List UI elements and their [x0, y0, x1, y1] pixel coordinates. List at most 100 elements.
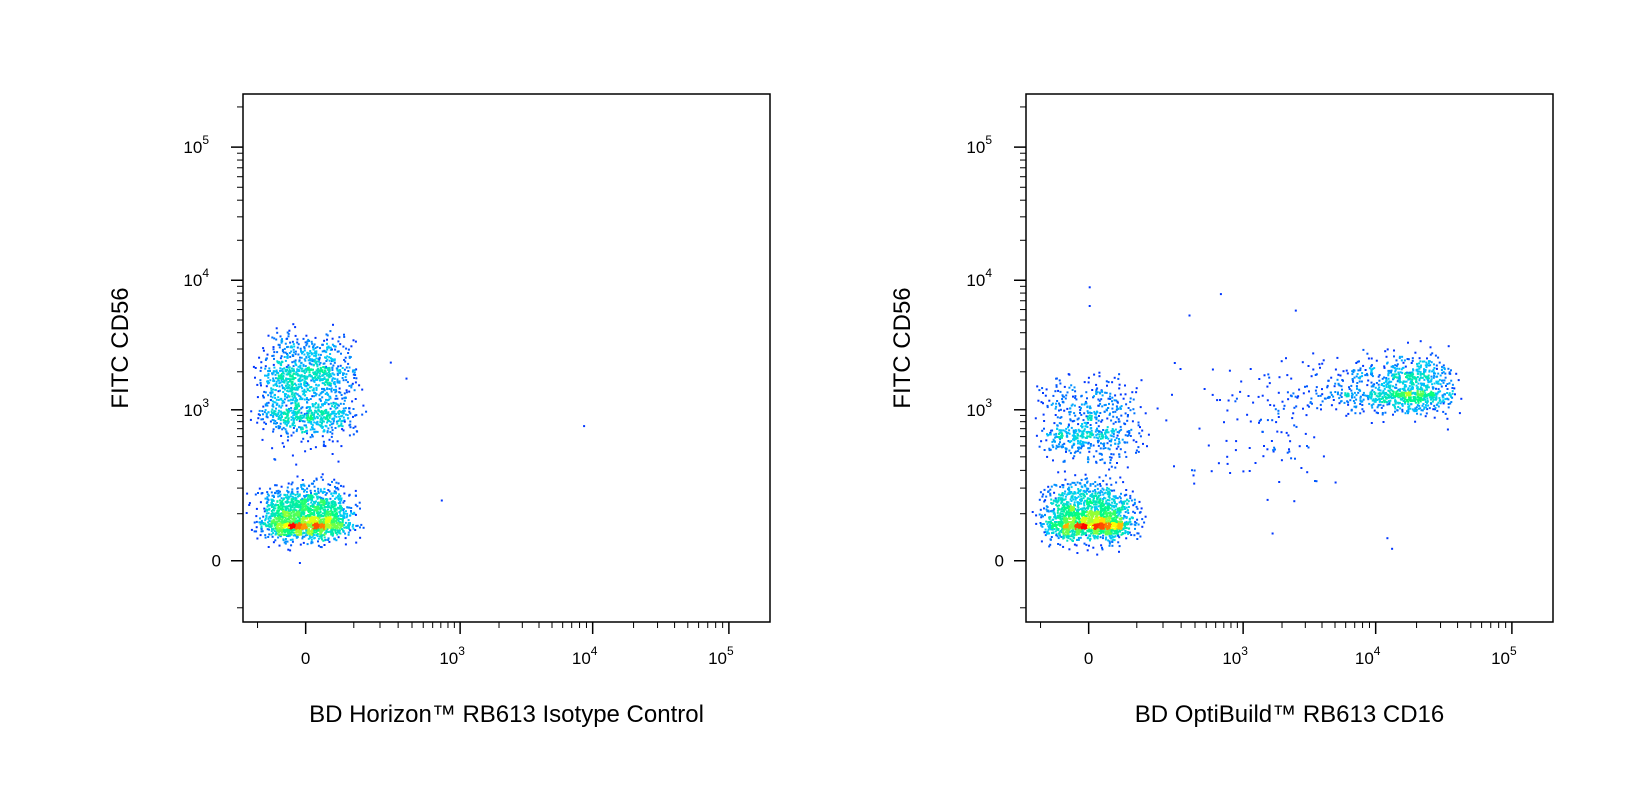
- event-dot: [1077, 523, 1079, 526]
- event-dot: [317, 423, 320, 426]
- event-dot: [301, 497, 304, 500]
- event-dot: [1096, 512, 1099, 515]
- event-dot: [325, 365, 328, 368]
- event-dot: [1085, 477, 1088, 480]
- event-dot: [1105, 489, 1108, 491]
- left-x-axis-title: BD Horizon™ RB613 Isotype Control: [309, 701, 704, 728]
- event-dot: [340, 514, 343, 517]
- event-dot: [342, 530, 345, 533]
- event-dot: [1096, 535, 1099, 538]
- event-dot: [329, 375, 332, 378]
- event-dot: [309, 436, 312, 439]
- event-dot: [301, 367, 304, 370]
- event-dot: [288, 407, 290, 410]
- event-dot: [308, 534, 311, 537]
- event-dot: [1104, 497, 1107, 500]
- event-dot: [327, 371, 330, 374]
- event-dot: [313, 431, 316, 434]
- event-dot: [285, 337, 288, 340]
- event-dot: [271, 500, 273, 503]
- event-dot: [329, 420, 332, 423]
- event-dot: [1062, 486, 1065, 489]
- event-dot: [279, 507, 282, 510]
- event-dot: [272, 354, 275, 357]
- event-dot: [317, 537, 320, 540]
- event-dot: [353, 369, 356, 372]
- event-dot: [347, 526, 350, 529]
- event-dot: [270, 521, 273, 524]
- event-dot: [1084, 519, 1087, 522]
- event-dot: [336, 403, 339, 406]
- event-dot: [310, 533, 313, 536]
- event-dot: [285, 416, 288, 419]
- event-dot: [333, 537, 336, 540]
- event-dot: [279, 517, 282, 520]
- event-dot: [1093, 512, 1096, 514]
- event-dot: [315, 477, 318, 480]
- event-dot: [1098, 523, 1100, 526]
- event-dot: [280, 413, 282, 416]
- event-dot: [1076, 517, 1079, 520]
- event-dot: [303, 424, 306, 427]
- event-dot: [1070, 505, 1073, 508]
- event-dot: [1054, 523, 1057, 526]
- event-dot: [260, 418, 263, 421]
- event-dot: [303, 398, 306, 401]
- event-dot: [265, 514, 268, 517]
- event-dot: [286, 540, 289, 543]
- event-dot: [1080, 527, 1083, 530]
- event-dot: [1071, 527, 1074, 530]
- event-dot: [309, 448, 312, 450]
- event-dot: [334, 485, 336, 488]
- event-dot: [334, 385, 337, 388]
- event-dot: [1099, 491, 1101, 494]
- event-dot: [328, 395, 331, 398]
- event-dot: [1115, 526, 1118, 528]
- event-dot: [278, 519, 281, 522]
- event-dot: [1083, 517, 1086, 520]
- event-dot: [294, 499, 297, 502]
- event-dot: [319, 501, 322, 504]
- event-dot: [327, 504, 330, 507]
- event-dot: [323, 536, 326, 539]
- event-dot: [1094, 481, 1097, 483]
- event-dot: [312, 387, 315, 390]
- event-dot: [309, 498, 312, 501]
- event-dot: [278, 544, 281, 547]
- event-dot: [329, 353, 332, 355]
- event-dot: [316, 522, 319, 525]
- event-dot: [287, 509, 290, 512]
- event-dot: [343, 392, 346, 395]
- event-dot: [274, 410, 277, 413]
- event-dot: [302, 350, 305, 353]
- event-dot: [316, 506, 319, 509]
- event-dot: [1135, 505, 1138, 508]
- event-dot: [306, 351, 309, 354]
- event-dot: [1044, 499, 1047, 502]
- event-dot: [328, 366, 331, 369]
- event-dot: [289, 425, 292, 428]
- event-dot: [1118, 545, 1121, 548]
- event-dot: [1059, 518, 1062, 520]
- event-dot: [310, 379, 313, 382]
- event-dot: [281, 402, 284, 405]
- event-dot: [1096, 524, 1099, 527]
- event-dot: [324, 409, 327, 412]
- event-dot: [1111, 522, 1114, 525]
- event-dot: [310, 540, 313, 543]
- event-dot: [304, 375, 307, 378]
- event-dot: [348, 523, 351, 526]
- event-dot: [264, 536, 267, 539]
- event-dot: [1112, 538, 1115, 541]
- event-dot: [316, 512, 319, 514]
- event-dot: [353, 512, 356, 515]
- event-dot: [291, 509, 294, 512]
- event-dot: [347, 362, 350, 365]
- event-dot: [335, 420, 338, 423]
- event-dot: [327, 373, 330, 376]
- event-dot: [285, 535, 288, 537]
- event-dot: [1104, 512, 1107, 515]
- event-dot: [327, 483, 330, 486]
- event-dot: [316, 430, 319, 433]
- event-dot: [284, 523, 287, 526]
